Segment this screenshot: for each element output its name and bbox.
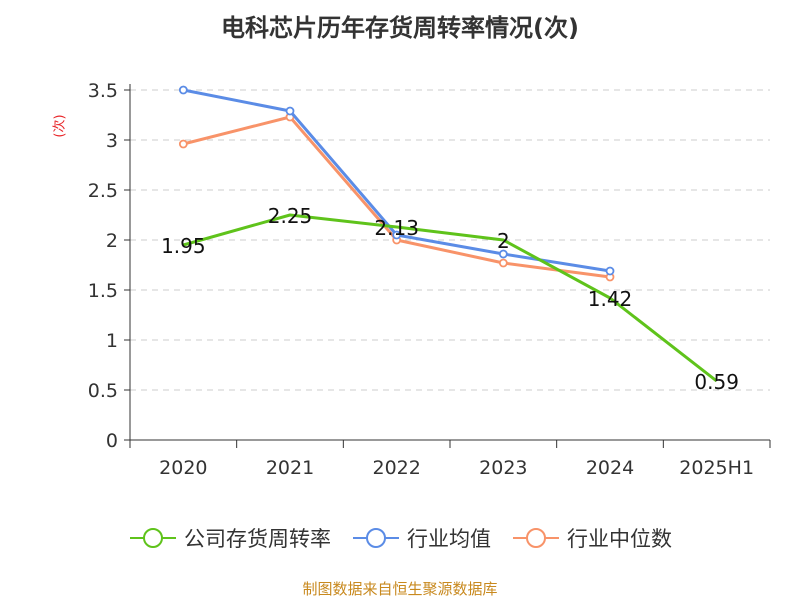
y-tick-label: 0.5 [88,380,118,402]
y-tick-label: 0 [106,430,118,452]
data-label: 0.59 [694,370,739,394]
series-line-2 [182,115,611,279]
chart-title: 电科芯片历年存货周转率情况(次) [221,14,579,42]
legend-item-company[interactable]: 公司存货周转率 [128,523,331,553]
y-tick-label: 1 [106,330,118,352]
legend-marker-industry-median [513,528,559,548]
legend-item-industry-mean[interactable]: 行业均值 [351,523,491,553]
x-tick-label: 2022 [372,457,420,479]
series-point-1 [178,85,188,95]
y-tick-label: 3.5 [88,80,118,102]
legend-label-company: 公司存货周转率 [184,527,331,551]
legend-item-industry-median[interactable]: 行业中位数 [511,523,672,553]
legend-marker-industry-mean [353,528,399,548]
y-tick-label: 3 [106,130,118,152]
legend-label-industry-mean: 行业均值 [407,527,491,551]
series-point-1 [392,230,402,240]
x-tick-label: 2020 [159,457,207,479]
series-point-1 [605,266,615,276]
x-tick-label: 2023 [479,457,527,479]
series-line-0 [182,213,718,383]
y-tick-label: 2 [106,230,118,252]
legend-marker-company [130,528,176,548]
data-label: 2 [497,229,510,253]
y-tick-label: 2.5 [88,180,118,202]
legend-label-industry-median: 行业中位数 [567,527,672,551]
data-label: 1.42 [588,287,633,311]
source-note: 制图数据来自恒生聚源数据库 [302,580,498,598]
y-tick-label: 1.5 [88,280,118,302]
series-point-1 [498,249,508,259]
x-tick-label: 2021 [266,457,314,479]
x-tick-label: 2025H1 [679,457,754,479]
series-point-2 [498,258,508,268]
data-label: 1.95 [161,234,206,258]
x-tick-label: 2024 [586,457,634,479]
data-label: 2.25 [268,204,313,228]
series-point-1 [285,106,295,116]
legend: 公司存货周转率 行业均值 行业中位数 [0,520,800,556]
data-label: 2.13 [374,216,419,240]
series-point-2 [178,139,188,149]
